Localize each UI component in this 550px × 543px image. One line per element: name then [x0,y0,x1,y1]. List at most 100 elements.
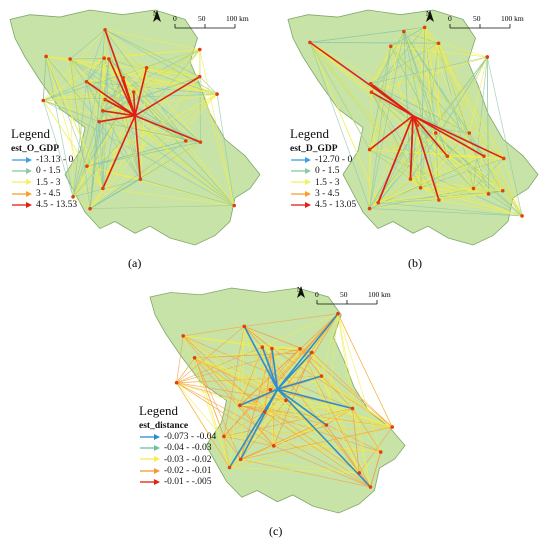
flow-line [264,348,273,412]
flow-line [42,56,47,101]
flow-line [98,58,105,122]
legend-item: -0.01 - -.005 [139,477,216,488]
flow-line [194,357,393,428]
flow-line [309,42,370,209]
flow-line [176,357,195,383]
flow-map-b [287,9,539,246]
legend-arrow-icon [291,168,311,175]
flow-line [108,58,187,142]
flow-line [438,188,474,201]
city-node [103,97,107,102]
flow-line [352,408,382,453]
flow-line [416,125,421,188]
legend-item: 3 - 4.5 [290,189,356,200]
flow-line [438,43,470,134]
flow-line [309,42,370,150]
flow-line [244,326,263,348]
flow-line [369,149,489,195]
flow-lines [42,29,235,209]
flow-line [309,42,439,44]
flow-line [352,408,371,488]
flow-line [377,132,437,203]
north-label: N [153,10,159,18]
city-node [262,410,267,414]
city-node [520,214,524,218]
flow-line [299,348,322,377]
flow-line [420,43,439,188]
flow-line [403,31,411,180]
flow-line [473,188,503,192]
flow-line [326,313,339,426]
city-node [378,450,383,454]
flow-line [86,93,218,167]
scale-label-0: 0 [173,14,177,23]
flow-line [420,158,504,189]
city-node [501,156,506,161]
legend-arrow-icon [140,445,160,452]
flow-line [72,81,87,197]
flow-line [420,132,470,188]
city-node [270,346,274,351]
flow-line [194,357,360,474]
flow-line [299,348,371,488]
flow-line [176,348,301,384]
flow-line [370,83,411,180]
legend-item-label: -0.04 - -0.03 [164,443,212,454]
city-node [368,485,373,489]
city-node [471,186,476,191]
flow-line [273,352,313,446]
flow-line [424,27,489,195]
city-node [192,355,197,360]
flow-line [102,67,147,189]
scale-bar-b: 0 50 100 km [448,14,538,34]
legend-item: -0.04 - -0.03 [139,443,216,454]
flow-line [42,100,74,197]
flow-line [311,352,353,409]
city-node [433,131,438,135]
flow-line [469,132,504,159]
legend-arrow-icon [140,467,160,474]
city-node [319,374,324,378]
highlight-flow [239,388,278,407]
flow-line [45,56,88,167]
flow-line [123,77,218,95]
map-panel-a: N 0 50 100 km Legend est_O_GDP -13.13 - … [0,0,270,270]
flow-line [309,42,379,203]
flow-line [321,375,353,409]
city-node [260,345,265,350]
city-node [138,177,143,182]
city-node [144,66,149,70]
flow-line [102,67,147,112]
city-node [336,311,340,316]
legend-arrow-icon [12,202,32,208]
city-node [298,346,302,351]
flow-line [86,141,201,167]
flow-line [337,313,393,428]
flow-line [72,77,124,197]
flow-line [69,59,74,197]
flow-line [438,43,505,159]
flow-line [194,357,371,488]
legend-item: 3 - 4.5 [11,189,77,200]
north-arrow-icon [426,10,434,22]
legend-item: 4.5 - 13.53 [11,200,77,211]
flow-line [369,27,425,150]
flow-line [369,31,405,209]
city-node [388,44,393,49]
scale-label-0: 0 [315,290,319,299]
flow-line [447,155,474,189]
flow-line [223,313,339,437]
flow-line [447,155,523,217]
legend-item: 1.5 - 3 [290,178,356,189]
flow-line [69,29,106,60]
flow-line [199,76,218,95]
flow-line [72,196,91,209]
flow-line [70,58,124,79]
flow-line [424,27,523,217]
scale-label-50: 50 [198,14,206,23]
flow-line [370,31,405,84]
flow-line [371,56,488,93]
flow-line [229,459,241,468]
flow-line [45,56,74,197]
